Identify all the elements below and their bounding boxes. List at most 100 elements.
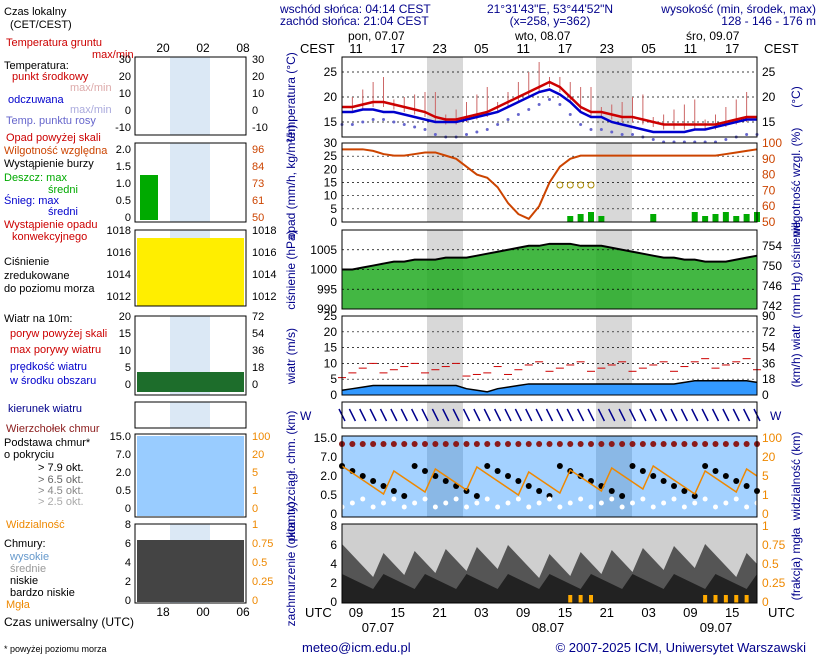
cloud-base-dot	[484, 463, 491, 469]
wind-tick: 25	[324, 309, 338, 323]
fog-bar	[713, 595, 718, 603]
dew-point-dot	[548, 98, 551, 101]
cloud-low-dot	[713, 504, 718, 510]
legend-temp-tick: -10	[115, 122, 131, 134]
feels-like-line	[342, 88, 757, 134]
cloud-low-dot	[547, 496, 552, 502]
cloud-top-dot	[567, 441, 574, 447]
dew-point-dot	[402, 123, 406, 126]
precip-tick: 15	[324, 176, 338, 190]
legend-cover-tick: 4	[125, 557, 131, 569]
legend-cloud-text: o pokryciu	[4, 449, 54, 461]
legend-precip-text: Śnieg: max	[4, 194, 60, 207]
pressure-tick: 1000	[310, 263, 337, 277]
cloud-top-dot	[712, 441, 719, 447]
cloud-base-dot	[671, 483, 677, 489]
legend-fog-tick: 1	[252, 519, 258, 531]
fog-bar	[723, 595, 728, 603]
dew-point-dot	[392, 120, 396, 124]
rain-bar	[691, 212, 698, 222]
legend-pressure-tick: 1016	[107, 247, 131, 259]
legend-precip-text: Wilgotność względna	[4, 145, 108, 157]
legend-wind-tick: 0	[125, 379, 131, 391]
legend-temp-tick: 10	[119, 88, 131, 100]
cloud-base-dot	[722, 473, 729, 479]
legend-precip-tick: 0	[125, 212, 131, 224]
cloud-top-dot	[473, 441, 480, 447]
panel-frame	[341, 435, 758, 518]
day-label: śro, 09.07	[686, 29, 740, 43]
wind-arrow	[618, 408, 626, 422]
hour-tick: 17	[725, 41, 739, 56]
utc-tick: 09	[349, 605, 363, 620]
dew-point-dot	[506, 118, 510, 121]
wind-tick: 0	[330, 388, 337, 402]
utc-tick: 09	[683, 605, 697, 620]
precip-tick: 20	[324, 162, 338, 176]
dew-point-dot	[745, 133, 749, 136]
cloud-low-dot	[422, 496, 428, 502]
legend-wind-text: w środku obszaru	[9, 375, 96, 387]
wind-arrow	[545, 408, 554, 422]
cloud-low-dot	[505, 500, 511, 506]
legend-cloud-text: > 4.5 okt.	[38, 485, 84, 497]
cloud-base-dot	[401, 493, 408, 499]
pressure-tick: 995	[317, 282, 337, 296]
date-label: 08.07	[532, 620, 565, 635]
rh-tick: 70	[762, 183, 776, 197]
dew-point-dot	[465, 133, 468, 136]
cloud-base-dot	[525, 483, 532, 489]
precip-ylabel: opad (mm/h, kg/m²/h)	[284, 125, 298, 240]
legend-frame	[134, 523, 247, 604]
fog-ylabel: (frakcja) mgła	[789, 527, 803, 600]
legend-cloud-text: > 2.5 okt.	[38, 496, 84, 508]
rain-bar	[650, 214, 657, 222]
wind-arrow	[597, 408, 606, 422]
dew-point-dot	[423, 128, 427, 131]
legend-temp-text: punkt środkowy	[12, 71, 89, 83]
cloud-low-dot	[536, 500, 542, 506]
legend-cover-text: wysokie	[9, 551, 49, 563]
tz-right: CEST	[764, 41, 799, 56]
legend-pressure-text: zredukowane	[4, 270, 69, 282]
wind-tick: 15	[324, 341, 338, 355]
cloud-top-dot	[722, 441, 729, 447]
dew-point-dot	[620, 133, 624, 136]
legend-pressure-tick-right: 1016	[252, 247, 276, 259]
legend-temp-tick-right: 30	[252, 54, 264, 66]
cloud-base-dot	[411, 463, 418, 469]
legend-precip-tick: 0.5	[116, 195, 131, 207]
cloud-base-dot	[390, 488, 397, 494]
legend-time-1: Czas lokalny	[4, 6, 67, 18]
dew-point-dot	[350, 123, 354, 126]
legend-wind-tick: 20	[119, 311, 131, 323]
wind-arrow	[410, 408, 419, 422]
wind-arrow	[359, 408, 367, 422]
cloud-base-dot	[608, 488, 615, 494]
cloud-top-dot	[349, 441, 356, 447]
cloud-top-dot	[577, 441, 584, 447]
compass-w: W	[300, 409, 312, 423]
dew-point-dot	[724, 138, 728, 141]
fog-bar	[744, 595, 749, 603]
copyright: © 2007-2025 ICM, Uniwersytet Warszawski	[556, 640, 807, 655]
elevation-values: 128 - 146 - 176 m	[721, 14, 816, 28]
wind-arrow	[576, 408, 585, 422]
legend-cloud-tick: 2.0	[116, 467, 131, 479]
pressure-tick: 1005	[310, 243, 337, 257]
cloud-tick: 7.0	[320, 450, 337, 464]
dew-point-dot	[651, 138, 655, 141]
legend-winddir-text: kierunek wiatru	[8, 403, 82, 415]
temp-tick-right: 25	[762, 65, 776, 79]
legend-wind-tick-right: 72	[252, 311, 264, 323]
legend-rh-tick: 50	[252, 212, 264, 224]
cloud-low-dot	[671, 496, 677, 502]
legend-rh-tick: 61	[252, 195, 264, 207]
cloud-top-dot	[743, 441, 750, 447]
legend-temp-text: max/min	[92, 49, 134, 61]
hour-tick: 11	[349, 41, 363, 56]
legend-precip-tick: 2.0	[116, 144, 131, 156]
wind-tick-right: 18	[762, 372, 776, 386]
cover-tick: 8	[330, 519, 337, 533]
legend-wind-tick: 10	[119, 345, 131, 357]
